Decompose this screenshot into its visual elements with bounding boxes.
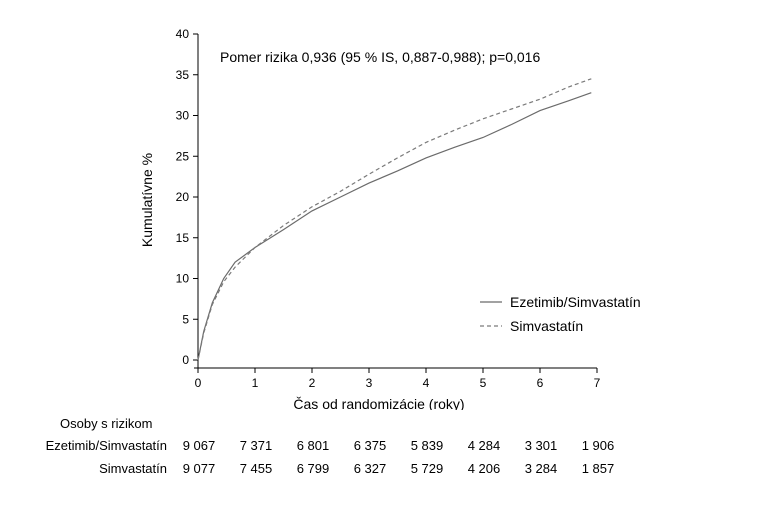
y-tick-label: 15 bbox=[176, 231, 190, 245]
risk-value: 4 206 bbox=[467, 461, 501, 476]
x-axis-label: Čas od randomizácie (roky) bbox=[293, 396, 464, 410]
y-tick-label: 10 bbox=[176, 272, 190, 286]
risk-value: 7 371 bbox=[239, 438, 273, 453]
risk-row-ezetimib: Ezetimib/Simvastatín 9 067 7 371 6 801 6… bbox=[0, 438, 759, 456]
risk-value: 4 284 bbox=[467, 438, 501, 453]
legend-label-simvastatin: Simvastatín bbox=[510, 318, 583, 334]
x-tick-label: 3 bbox=[366, 376, 373, 390]
risk-value: 9 077 bbox=[182, 461, 216, 476]
risk-value: 5 839 bbox=[410, 438, 444, 453]
x-tick-label: 2 bbox=[309, 376, 316, 390]
chart-axes bbox=[194, 34, 597, 369]
x-tick-label: 4 bbox=[423, 376, 430, 390]
chart: 0 5 10 15 20 25 30 35 40 0 1 2 3 4 5 6 7 Pomer rizika 0,… bbox=[139, 27, 641, 410]
chart-annotation: Pomer rizika 0,936 (95 % IS, 0,887-0,988… bbox=[220, 49, 540, 65]
risk-value: 6 327 bbox=[353, 461, 387, 476]
risk-value: 6 375 bbox=[353, 438, 387, 453]
risk-value: 1 906 bbox=[581, 438, 615, 453]
risk-row-simvastatin: Simvastatín 9 077 7 455 6 799 6 327 5 72… bbox=[0, 461, 759, 479]
y-tick-label: 25 bbox=[176, 149, 190, 163]
risk-value: 1 857 bbox=[581, 461, 615, 476]
x-tick-label: 6 bbox=[537, 376, 544, 390]
y-tick-label: 40 bbox=[176, 27, 190, 41]
y-axis-label: Kumulatívne % bbox=[139, 153, 155, 247]
risk-value: 9 067 bbox=[182, 438, 216, 453]
y-tick-label: 30 bbox=[176, 109, 190, 123]
x-tick-label: 0 bbox=[195, 376, 202, 390]
chart-legend: Ezetimib/Simvastatín Simvastatín bbox=[480, 294, 641, 334]
risk-value: 6 801 bbox=[296, 438, 330, 453]
y-tick-label: 20 bbox=[176, 190, 190, 204]
risk-value: 5 729 bbox=[410, 461, 444, 476]
risk-value: 6 799 bbox=[296, 461, 330, 476]
risk-table: Osoby s rizikom Ezetimib/Simvastatín 9 0… bbox=[0, 410, 759, 510]
series-line-0 bbox=[197, 92, 592, 361]
risk-row-label: Ezetimib/Simvastatín bbox=[45, 438, 167, 453]
risk-row-label: Simvastatín bbox=[99, 461, 167, 476]
x-tick-label: 5 bbox=[480, 376, 487, 390]
series-line-1 bbox=[197, 78, 592, 361]
chart-ticks: 0 5 10 15 20 25 30 35 40 0 1 2 3 4 5 6 7 bbox=[176, 27, 601, 390]
legend-label-ezetimib: Ezetimib/Simvastatín bbox=[510, 294, 641, 310]
chart-series-lines bbox=[197, 78, 592, 361]
y-tick-label: 0 bbox=[182, 353, 189, 367]
x-tick-label: 1 bbox=[252, 376, 259, 390]
y-tick-label: 35 bbox=[176, 68, 190, 82]
risk-table-title: Osoby s rizikom bbox=[60, 416, 153, 431]
risk-value: 3 284 bbox=[524, 461, 558, 476]
y-tick-label: 5 bbox=[182, 312, 189, 326]
x-tick-label: 7 bbox=[594, 376, 601, 390]
risk-value: 7 455 bbox=[239, 461, 273, 476]
risk-value: 3 301 bbox=[524, 438, 558, 453]
